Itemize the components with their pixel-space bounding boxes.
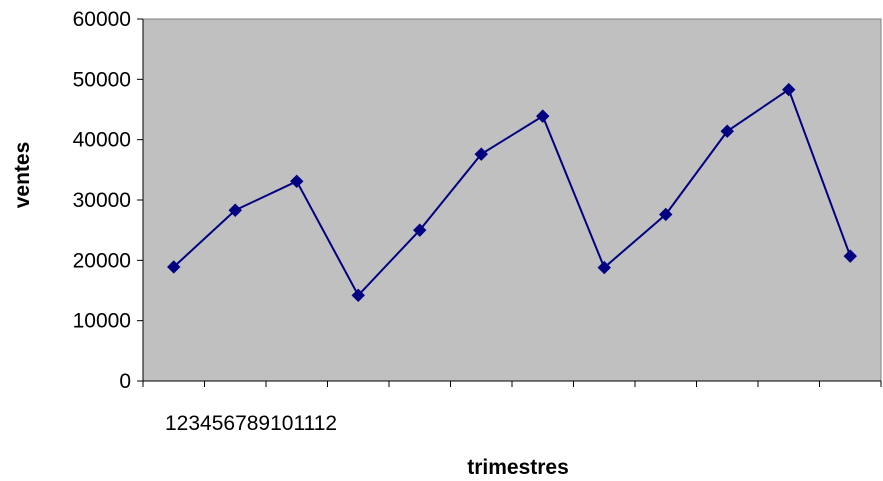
y-axis: 0 10000 20000 30000 40000 50000 60000 bbox=[73, 8, 144, 393]
series-layer bbox=[167, 82, 857, 303]
y-tick-label: 60000 bbox=[73, 8, 131, 31]
data-point-marker bbox=[597, 260, 611, 275]
data-point-marker bbox=[474, 147, 488, 161]
data-point-marker bbox=[351, 288, 365, 303]
data-point-marker bbox=[720, 124, 734, 138]
series-line-segment bbox=[726, 88, 790, 133]
y-tick-label: 0 bbox=[119, 370, 131, 393]
x-axis bbox=[142, 380, 882, 387]
data-point-marker bbox=[413, 223, 427, 237]
x-axis-title: trimestres bbox=[467, 456, 569, 479]
series-line-segment bbox=[173, 209, 236, 268]
data-point-marker bbox=[228, 203, 242, 217]
series-line-segment bbox=[603, 213, 667, 269]
data-point-marker bbox=[290, 174, 304, 189]
series-line-segment bbox=[787, 89, 852, 257]
series-line-segment bbox=[295, 180, 360, 296]
y-tick-label: 50000 bbox=[73, 68, 131, 91]
series-line-segment bbox=[418, 153, 483, 231]
series-line-segment bbox=[357, 229, 421, 297]
y-tick-label: 30000 bbox=[73, 189, 131, 212]
y-axis-title: ventes bbox=[11, 142, 34, 209]
series-line-segment bbox=[480, 115, 544, 155]
data-point-marker bbox=[167, 260, 181, 274]
series-line-segment bbox=[234, 180, 298, 212]
data-point-marker bbox=[782, 82, 796, 97]
category-labels: 123456789101112 bbox=[165, 412, 337, 435]
data-point-marker bbox=[659, 207, 673, 222]
y-tick-label: 40000 bbox=[73, 129, 131, 152]
y-tick-label: 20000 bbox=[73, 249, 131, 272]
plot-area bbox=[142, 18, 882, 382]
series-line-segment bbox=[664, 130, 729, 216]
y-tick-label: 10000 bbox=[73, 310, 131, 333]
data-point-marker bbox=[843, 249, 857, 263]
series-line-segment bbox=[541, 115, 606, 268]
data-point-marker bbox=[536, 109, 550, 123]
